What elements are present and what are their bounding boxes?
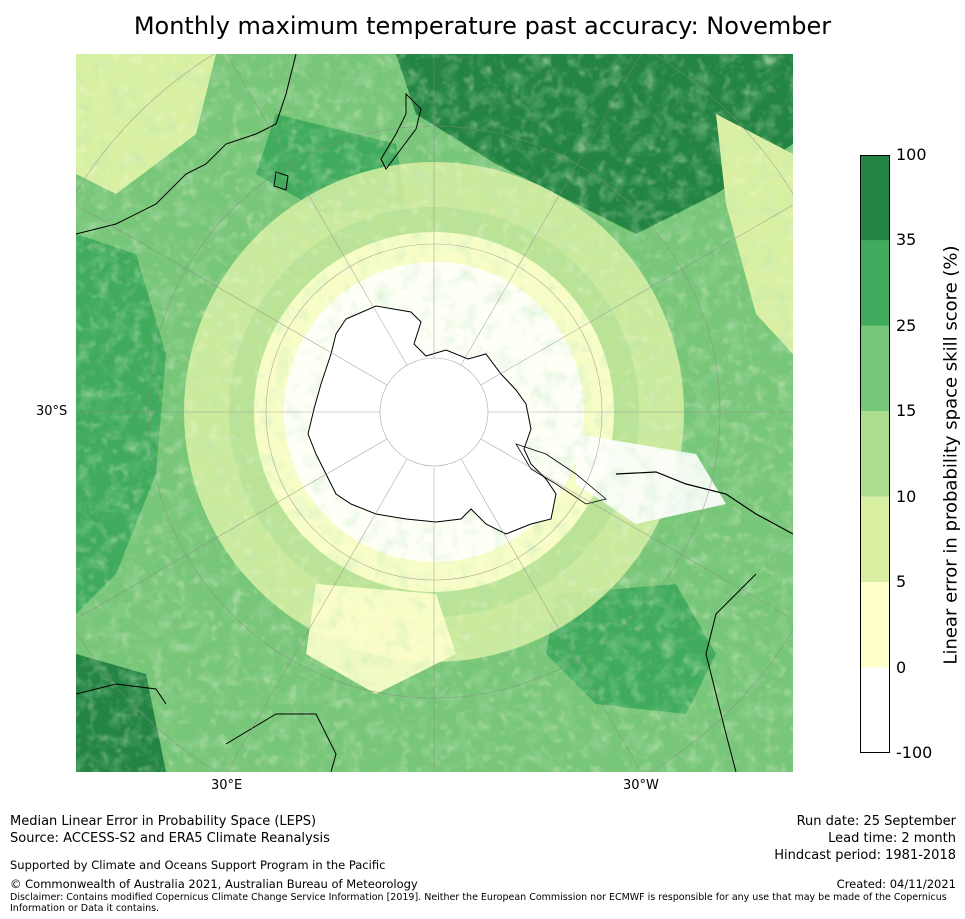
colorbar-frame [860, 155, 890, 753]
colorbar-bin [860, 155, 890, 241]
colorbar-tick-label: 10 [896, 486, 917, 506]
colorbar-tick-label: -100 [896, 743, 933, 762]
colorbar-tick-label: 25 [896, 315, 917, 335]
footer-copyright: © Commonwealth of Australia 2021, Austra… [10, 877, 418, 891]
hindcast-period: Hindcast period: 1981-2018 [774, 848, 956, 863]
polar-map [76, 54, 793, 772]
colorbar-tick-label: 5 [896, 572, 907, 592]
africa-coastline [76, 683, 167, 705]
tasmania-coastline [273, 171, 289, 191]
colorbar-bin [860, 582, 890, 668]
madagascar-coastline [225, 713, 337, 772]
footer-method: Median Linear Error in Probability Space… [10, 814, 317, 829]
footer-source: Source: ACCESS-S2 and ERA5 Climate Reana… [10, 831, 330, 846]
south-america-coastline [615, 471, 793, 535]
colorbar-bin [860, 667, 890, 753]
colorbar-bin [860, 325, 890, 412]
antarctic-peninsula [515, 443, 607, 505]
lead-time: Lead time: 2 month [828, 831, 956, 846]
colorbar-bin [860, 240, 890, 326]
colorbar-tick-label: 0 [896, 657, 907, 677]
graticule [76, 54, 793, 772]
south-america-coastline [705, 573, 757, 772]
created-date: Created: 04/11/2021 [836, 877, 956, 891]
footer-support: Supported by Climate and Oceans Support … [10, 858, 386, 872]
chart-title: Monthly maximum temperature past accurac… [133, 12, 832, 40]
footer-disclaimer-cont: Information or Data it contains. [10, 903, 160, 914]
antarctica-coastline [307, 305, 557, 535]
map-panel [76, 54, 793, 772]
lon-label-30e: 30°E [211, 778, 243, 793]
australia-coastline [76, 54, 297, 235]
colorbar [860, 155, 890, 753]
colorbar-bin [860, 496, 890, 583]
colorbar-tick-label: 35 [896, 230, 917, 250]
new-zealand-coastline [380, 92, 422, 170]
colorbar-title: Linear error in probability space skill … [940, 245, 962, 665]
footer-disclaimer: Disclaimer: Contains modified Copernicus… [10, 892, 947, 903]
lon-label-30w: 30°W [623, 778, 659, 793]
lat-label-30s: 30°S [36, 404, 68, 419]
colorbar-tick-label: 100 [896, 145, 927, 164]
colorbar-bin [860, 411, 890, 497]
colorbar-tick-label: 15 [896, 401, 917, 421]
run-date: Run date: 25 September [796, 814, 956, 829]
